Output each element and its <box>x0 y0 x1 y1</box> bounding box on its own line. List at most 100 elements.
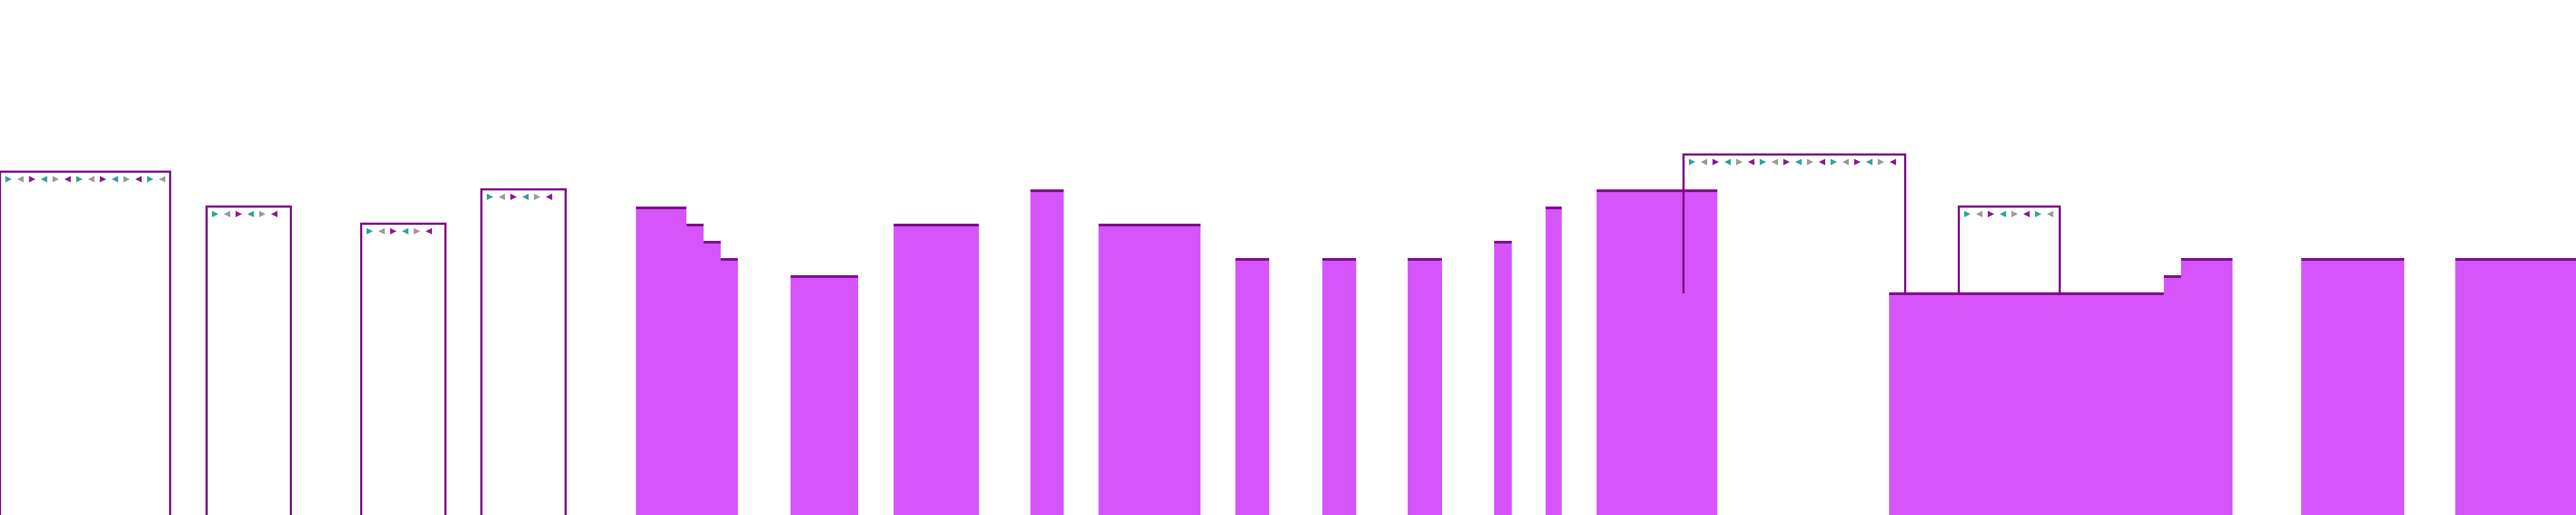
bunting-pennant-icon <box>135 176 142 182</box>
stepped-block <box>636 207 738 515</box>
solid-block <box>1235 258 1269 515</box>
bunting-pennant-icon <box>224 211 230 217</box>
solid-block <box>791 275 858 515</box>
bunting-pennant-icon <box>510 194 517 200</box>
bunting-pennant-icon <box>76 176 83 182</box>
bunting-pennant-icon <box>147 176 153 182</box>
bunting <box>367 228 432 234</box>
bunting-pennant-icon <box>1724 159 1731 165</box>
bunting-pennant-icon <box>1854 159 1861 165</box>
block-top-edge <box>1408 258 1442 261</box>
gate-outline <box>1682 153 1906 293</box>
solid-blocks-layer <box>636 189 2576 515</box>
block-top-edge <box>1546 207 1562 209</box>
gate-frame <box>1682 153 1906 293</box>
block-top-edge <box>1494 241 1512 244</box>
solid-block <box>1408 258 1442 515</box>
block-top-edge <box>1030 189 1064 192</box>
bunting-pennant-icon <box>1819 159 1825 165</box>
bunting-pennant-icon <box>546 194 552 200</box>
solid-block <box>2455 258 2576 515</box>
block-body <box>1030 189 1064 515</box>
bunting-pennant-icon <box>534 194 540 200</box>
bunting-pennant-icon <box>2035 211 2041 217</box>
solid-block <box>1099 224 1201 515</box>
bunting-pennant-icon <box>367 228 373 234</box>
bunting <box>487 194 552 200</box>
block-top-edge <box>1099 224 1201 226</box>
bunting-pennant-icon <box>499 194 505 200</box>
bunting-pennant-icon <box>271 211 277 217</box>
bunting-pennant-icon <box>29 176 35 182</box>
gate-frame <box>360 223 447 515</box>
step-top-edge <box>721 258 738 261</box>
bunting <box>1689 159 1896 165</box>
bunting-pennant-icon <box>112 176 118 182</box>
block-body <box>1494 241 1512 515</box>
bunting-pennant-icon <box>1713 159 1719 165</box>
bunting <box>5 176 165 182</box>
solid-block <box>1030 189 1064 515</box>
bunting-pennant-icon <box>2047 211 2053 217</box>
gate-outline <box>0 171 171 515</box>
block-body <box>894 224 979 515</box>
solid-block <box>1546 207 1562 515</box>
block-body <box>1597 189 1717 515</box>
bunting-pennant-icon <box>64 176 71 182</box>
bunting-pennant-icon <box>212 211 218 217</box>
bunting-pennant-icon <box>159 176 165 182</box>
step-body <box>1889 292 2164 515</box>
bunting-pennant-icon <box>2011 211 2018 217</box>
bunting-pennant-icon <box>378 228 385 234</box>
gate-frame <box>0 171 171 515</box>
block-top-edge <box>894 224 979 226</box>
step-body <box>686 224 704 515</box>
step-top-edge <box>1889 292 2164 295</box>
bunting-pennant-icon <box>123 176 130 182</box>
bunting-pennant-icon <box>17 176 24 182</box>
step-body <box>704 241 721 515</box>
gates-layer <box>0 153 2061 515</box>
bunting-pennant-icon <box>41 176 47 182</box>
bunting-pennant-icon <box>487 194 493 200</box>
bunting-pennant-icon <box>1760 159 1766 165</box>
bunting-pennant-icon <box>1689 159 1695 165</box>
gate-frame <box>206 205 292 515</box>
bunting-pennant-icon <box>2023 211 2030 217</box>
bunting-pennant-icon <box>402 228 408 234</box>
block-body <box>1099 224 1201 515</box>
solid-block <box>894 224 979 515</box>
bunting-pennant-icon <box>522 194 529 200</box>
step-body <box>721 258 738 515</box>
step-top-edge <box>686 224 704 226</box>
solid-block <box>1322 258 1356 515</box>
block-body <box>1322 258 1356 515</box>
bunting-pennant-icon <box>1988 211 1994 217</box>
bunting-pennant-icon <box>1866 159 1872 165</box>
bunting-pennant-icon <box>414 228 420 234</box>
bunting-pennant-icon <box>390 228 397 234</box>
bunting-pennant-icon <box>100 176 106 182</box>
block-body <box>2455 258 2576 515</box>
gate-outline <box>360 223 447 515</box>
step-body <box>636 207 686 515</box>
bunting-pennant-icon <box>426 228 432 234</box>
step-body <box>2181 258 2233 515</box>
block-body <box>1408 258 1442 515</box>
bunting-pennant-icon <box>247 211 254 217</box>
bunting-pennant-icon <box>1701 159 1707 165</box>
step-body <box>2164 275 2181 515</box>
block-body <box>791 275 858 515</box>
bunting-pennant-icon <box>88 176 94 182</box>
block-top-edge <box>791 275 858 278</box>
gate-outline <box>480 188 567 515</box>
solid-block <box>2301 258 2404 515</box>
bunting-pennant-icon <box>1831 159 1837 165</box>
bunting-pennant-icon <box>1783 159 1790 165</box>
bunting-pennant-icon <box>1807 159 1813 165</box>
block-body <box>2301 258 2404 515</box>
bunting <box>1964 211 2053 217</box>
block-top-edge <box>1597 189 1717 192</box>
